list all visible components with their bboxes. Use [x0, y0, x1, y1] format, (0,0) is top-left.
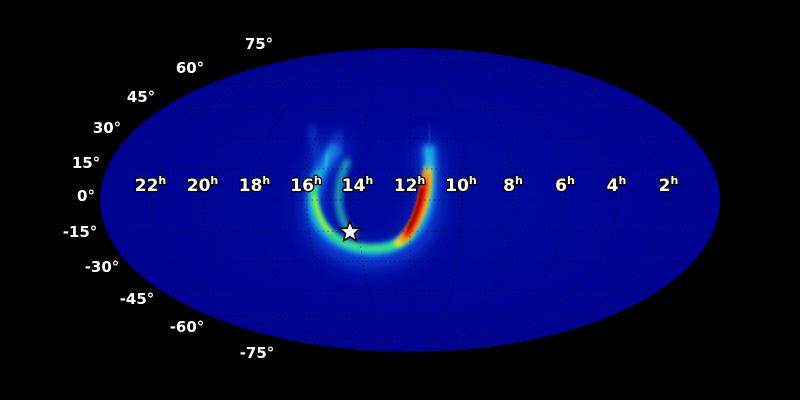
band-darkred-core [407, 188, 424, 230]
prong-left-inner [329, 131, 343, 170]
ra-label-22h: 22h [135, 174, 167, 197]
meridian-8h [409, 47, 514, 353]
prong-right [426, 128, 433, 150]
dec-label-0: 0° [77, 187, 95, 205]
meridian-16h [306, 47, 411, 353]
probability-region [294, 123, 450, 276]
meridian-6h [409, 47, 566, 353]
band-yellowgreen-left [313, 195, 332, 234]
meridian-14h [357, 47, 411, 353]
tip-cyan-right [424, 148, 432, 171]
meridian-4h [409, 47, 618, 353]
meridian-2h [409, 47, 669, 353]
ra-label-10h: 10h [445, 174, 477, 197]
ra-tick-labels: 22h 20h 18h 16h 14h 12h 10h 8h 6h 4h 2h [133, 172, 679, 197]
dec-label-m45: -45° [120, 290, 155, 308]
dec-label-45: 45° [127, 88, 155, 106]
ra-label-4h: 4h [607, 174, 627, 197]
prong-left-outer [307, 123, 324, 169]
dec-label-m15: -15° [63, 223, 98, 241]
graticule [100, 47, 720, 353]
dec-label-m30: -30° [85, 258, 120, 276]
meridian-18h [254, 47, 411, 353]
dec-label-15: 15° [72, 154, 100, 172]
ra-label-6h: 6h [555, 174, 575, 197]
ra-label-12h: 12h [394, 174, 426, 197]
dec-label-75: 75° [245, 35, 273, 53]
dec-label-30: 30° [93, 119, 121, 137]
meridian-22h [151, 47, 411, 353]
dec-tick-labels: 75° 60° 45° 30° 15° 0° -15° -30° -45° -6… [61, 34, 275, 364]
dec-label-m75: -75° [240, 344, 275, 362]
dec-label-60: 60° [176, 59, 204, 77]
star-icon [338, 220, 362, 242]
meridian-20h [202, 47, 411, 353]
dec-label-m60: -60° [170, 318, 205, 336]
ra-label-8h: 8h [503, 174, 523, 197]
ra-label-16h: 16h [290, 174, 322, 197]
ra-label-2h: 2h [659, 174, 679, 197]
mollweide-projection-ellipse [100, 48, 720, 352]
ra-label-18h: 18h [239, 174, 271, 197]
ra-label-14h: 14h [342, 174, 374, 197]
meridian-10h [409, 47, 463, 353]
ra-label-20h: 20h [187, 174, 219, 197]
